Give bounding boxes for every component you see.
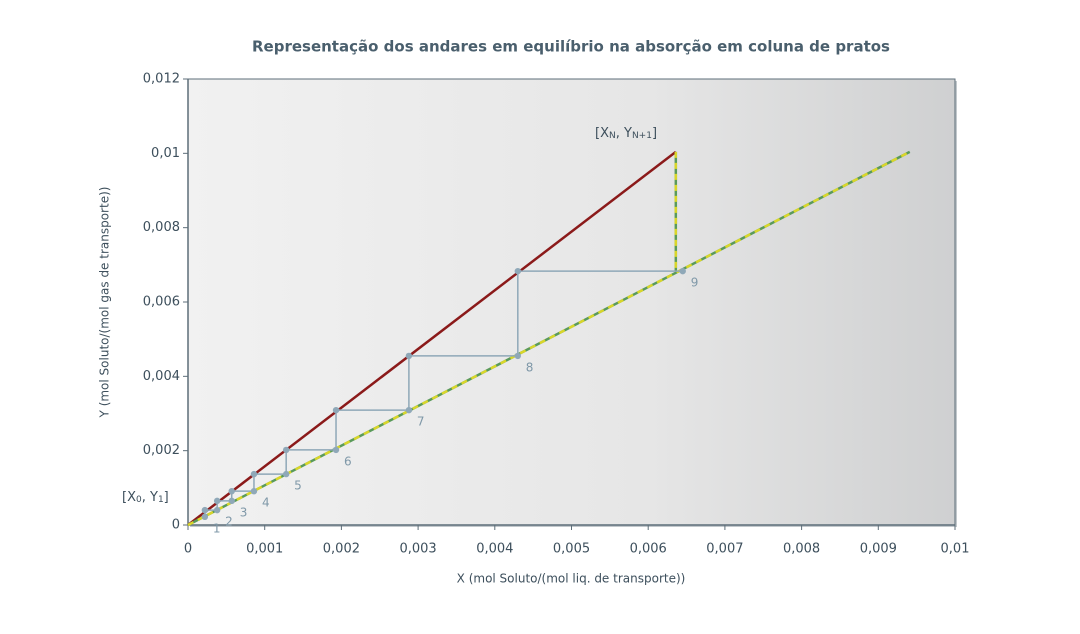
x-tick-label: 0,002 — [323, 542, 360, 557]
stage-label: 5 — [294, 479, 302, 493]
x-tick-label: 0,01 — [941, 542, 970, 557]
stage-point — [405, 406, 413, 414]
annotation-text: [X — [122, 490, 136, 505]
chart-title: Representação dos andares em equilíbrio … — [252, 38, 890, 56]
y-tick-label: 0,01 — [151, 146, 180, 161]
x-tick-label: 0 — [184, 542, 192, 557]
stage-label: 9 — [691, 276, 699, 290]
line — [187, 150, 677, 526]
x-tick-label: 0,009 — [860, 542, 897, 557]
stage-point — [201, 506, 209, 514]
x-tick-label: 0,004 — [476, 542, 513, 557]
stage-point — [332, 446, 340, 454]
stage-label: 3 — [240, 505, 248, 519]
annotation-sub: 1 — [158, 495, 164, 505]
annotation: [X0, Y1] — [122, 490, 169, 506]
stage-point — [213, 497, 221, 505]
annotation-sub: N+1 — [632, 131, 652, 141]
stage-point — [332, 406, 340, 414]
stage-label: 2 — [225, 515, 233, 529]
stage-point — [282, 470, 290, 478]
annotation-text: [X — [595, 126, 609, 141]
annotation-text: ] — [164, 490, 169, 505]
annotation-text: ] — [652, 126, 657, 141]
stage-point — [213, 506, 221, 514]
stage-label: 7 — [417, 415, 425, 429]
y-tick-label: 0,004 — [143, 369, 180, 384]
x-tick-label: 0,008 — [783, 542, 820, 557]
stage-point — [679, 267, 686, 275]
annotation-text: , Y — [616, 126, 632, 141]
x-tick-label: 0,006 — [630, 542, 667, 557]
annotation: [XN, YN+1] — [595, 126, 657, 142]
stage-point — [228, 497, 235, 505]
stage-label: 6 — [344, 454, 352, 468]
y-axis-label: Y (mol Soluto/(mol gas de transporte)) — [98, 187, 112, 419]
y-tick-label: 0,002 — [143, 443, 180, 458]
stage-point — [201, 513, 209, 521]
stage-point — [514, 352, 522, 360]
y-tick-label: 0,006 — [143, 295, 180, 310]
x-axis-label: X (mol Soluto/(mol liq. de transporte)) — [457, 572, 686, 586]
line-dash — [187, 150, 911, 527]
stage-point — [250, 470, 258, 478]
stage-point — [250, 487, 258, 495]
annotation-text: , Y — [142, 490, 158, 505]
x-tick-label: 0,003 — [399, 542, 436, 557]
stage-point — [514, 267, 522, 275]
annotation-sub: N — [609, 131, 616, 141]
x-tick-label: 0,001 — [246, 542, 283, 557]
y-tick-label: 0 — [172, 518, 180, 533]
stage-label: 1 — [213, 521, 221, 535]
stage-label: 4 — [262, 496, 270, 510]
y-tick-label: 0,008 — [143, 220, 180, 235]
y-tick-label: 0,012 — [143, 72, 180, 87]
stage-point — [405, 352, 413, 360]
stage-label: 8 — [526, 360, 534, 374]
x-tick-label: 0,007 — [706, 542, 743, 557]
annotation-sub: 0 — [136, 495, 142, 505]
x-tick-label: 0,005 — [553, 542, 590, 557]
stage-point — [228, 487, 235, 495]
plot-area — [187, 78, 956, 526]
stage-point — [282, 446, 290, 454]
